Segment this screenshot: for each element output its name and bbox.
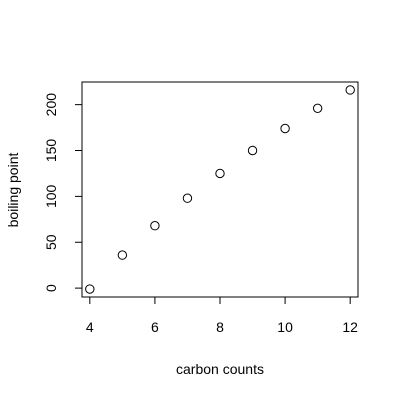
x-axis-title: carbon counts [176,361,264,377]
data-point [117,250,128,260]
x-tick-label: 10 [277,319,293,335]
data-point [182,193,193,203]
plot-frame [81,81,359,298]
y-tick-label: 50 [43,234,59,250]
data-point [345,85,355,95]
y-axis: 0 50 100 150 200 [43,93,83,292]
x-tick-label: 12 [342,319,358,335]
data-point [312,103,323,114]
x-axis: 4 6 8 10 12 [86,296,358,335]
y-tick-label: 100 [43,184,59,208]
y-axis-title: boiling point [5,153,21,228]
y-tick-label: 150 [43,139,59,163]
data-point [85,284,95,294]
y-tick-label: 200 [43,93,59,117]
data-points [85,85,355,294]
x-tick-label: 4 [86,319,94,335]
data-point [215,168,225,179]
y-tick-label: 0 [43,284,59,292]
data-point [280,123,290,134]
data-point [150,221,160,231]
data-point [247,145,258,156]
x-tick-label: 6 [151,319,159,335]
x-tick-label: 8 [216,319,224,335]
